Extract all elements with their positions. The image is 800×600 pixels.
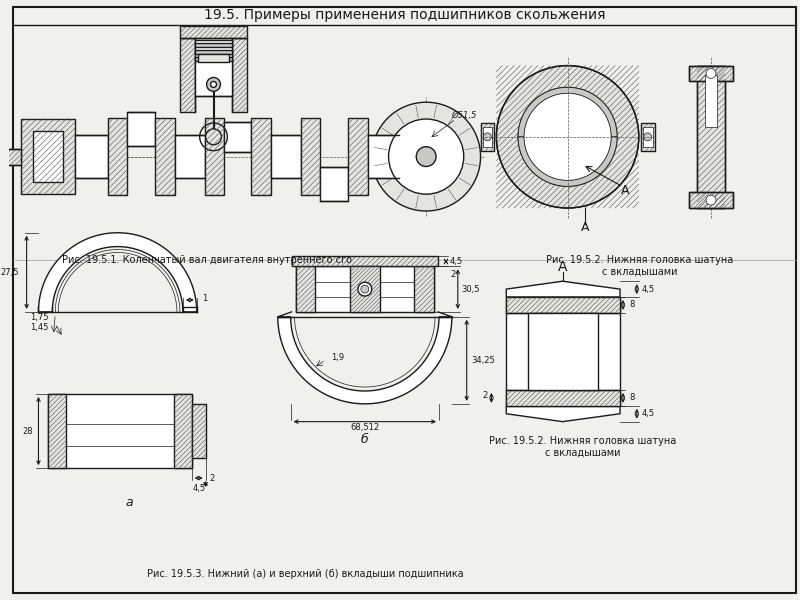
Bar — [175, 135, 205, 178]
Bar — [48, 394, 192, 468]
Text: 1,45: 1,45 — [30, 323, 48, 332]
Bar — [641, 123, 654, 151]
Bar — [690, 192, 733, 208]
Text: 19.5. Примеры применения подшипников скольжения: 19.5. Примеры применения подшипников ско… — [204, 8, 605, 22]
Text: 68,512: 68,512 — [350, 423, 379, 432]
Circle shape — [416, 147, 436, 166]
Text: 2: 2 — [450, 270, 455, 279]
Bar — [232, 38, 247, 112]
Circle shape — [524, 93, 611, 181]
Bar — [192, 404, 206, 458]
Text: 4,5: 4,5 — [450, 257, 463, 266]
Text: 27,5: 27,5 — [0, 268, 18, 277]
Bar — [348, 118, 368, 195]
Circle shape — [206, 77, 221, 91]
Bar — [690, 65, 733, 82]
Text: Рис. 19.5.2. Нижняя головка шатуна
с вкладышами: Рис. 19.5.2. Нижняя головка шатуна с вкл… — [546, 256, 734, 277]
Circle shape — [644, 133, 652, 141]
Bar — [225, 122, 251, 152]
Bar — [697, 65, 725, 208]
Circle shape — [361, 285, 369, 293]
Bar — [301, 118, 320, 195]
Bar — [414, 266, 434, 312]
Circle shape — [518, 88, 617, 186]
Circle shape — [706, 68, 716, 79]
Text: 30,5: 30,5 — [462, 284, 480, 293]
Text: Рис. 19.5.3. Нижний (а) и верхний (б) вкладыши подшипника: Рис. 19.5.3. Нижний (а) и верхний (б) вк… — [147, 569, 464, 579]
Text: 1: 1 — [202, 293, 207, 302]
Bar — [194, 43, 232, 47]
Text: 4,5: 4,5 — [642, 409, 655, 418]
Bar — [350, 266, 380, 312]
Text: А: А — [621, 184, 629, 197]
Bar — [506, 297, 620, 313]
Bar — [194, 50, 232, 54]
Text: 8: 8 — [629, 394, 634, 403]
Bar — [642, 127, 653, 147]
Bar — [251, 118, 271, 195]
Text: Ø51,5: Ø51,5 — [451, 110, 477, 119]
Circle shape — [210, 82, 217, 88]
Bar — [205, 118, 225, 195]
Circle shape — [496, 65, 638, 208]
Bar — [1, 149, 21, 164]
Bar — [174, 394, 192, 468]
Bar — [48, 394, 66, 468]
Bar — [481, 123, 494, 151]
Text: 28: 28 — [22, 427, 33, 436]
Text: А: А — [581, 221, 590, 235]
Bar — [506, 297, 620, 406]
Text: 34,25: 34,25 — [472, 356, 495, 365]
Text: Рис. 19.5.2. Нижняя головка шатуна
с вкладышами: Рис. 19.5.2. Нижняя головка шатуна с вкл… — [489, 436, 676, 458]
Bar — [296, 266, 315, 312]
Text: а: а — [126, 496, 134, 509]
Circle shape — [483, 133, 491, 141]
Bar — [194, 40, 232, 96]
Circle shape — [372, 102, 481, 211]
Polygon shape — [518, 137, 617, 186]
Polygon shape — [518, 88, 617, 137]
Text: 4,5: 4,5 — [192, 484, 206, 493]
Text: 1,75: 1,75 — [30, 313, 48, 322]
Text: 4,5: 4,5 — [642, 284, 655, 293]
Polygon shape — [506, 281, 620, 297]
Polygon shape — [38, 233, 197, 312]
Bar — [271, 135, 301, 178]
Text: б: б — [361, 433, 369, 446]
Bar — [180, 26, 247, 38]
Text: А: А — [558, 260, 567, 274]
Bar — [690, 65, 733, 82]
Bar — [194, 57, 232, 61]
Bar — [180, 38, 194, 112]
Polygon shape — [278, 317, 452, 404]
Bar — [296, 266, 434, 312]
Text: 1,9: 1,9 — [330, 353, 344, 362]
Circle shape — [358, 282, 372, 296]
Bar — [108, 118, 127, 195]
Text: Рис. 19.5.1. Коленчатый вал двигателя внутреннего сго: Рис. 19.5.1. Коленчатый вал двигателя вн… — [62, 256, 352, 265]
Bar — [198, 54, 230, 62]
Bar — [155, 118, 175, 195]
Bar — [482, 127, 493, 147]
Bar — [292, 256, 438, 266]
Bar — [127, 112, 155, 146]
Circle shape — [206, 129, 222, 145]
Circle shape — [706, 195, 716, 205]
Bar — [33, 131, 63, 182]
Text: 2: 2 — [210, 473, 215, 482]
Bar — [705, 76, 717, 127]
Text: 8: 8 — [629, 301, 634, 310]
Bar — [528, 313, 598, 390]
Bar — [506, 390, 620, 406]
Bar — [320, 167, 348, 201]
Bar — [690, 192, 733, 208]
Bar — [697, 65, 725, 208]
Polygon shape — [506, 406, 620, 422]
Bar — [368, 135, 399, 178]
Bar — [21, 119, 75, 194]
Text: 2: 2 — [482, 391, 487, 400]
Bar — [75, 135, 108, 178]
Circle shape — [389, 119, 464, 194]
